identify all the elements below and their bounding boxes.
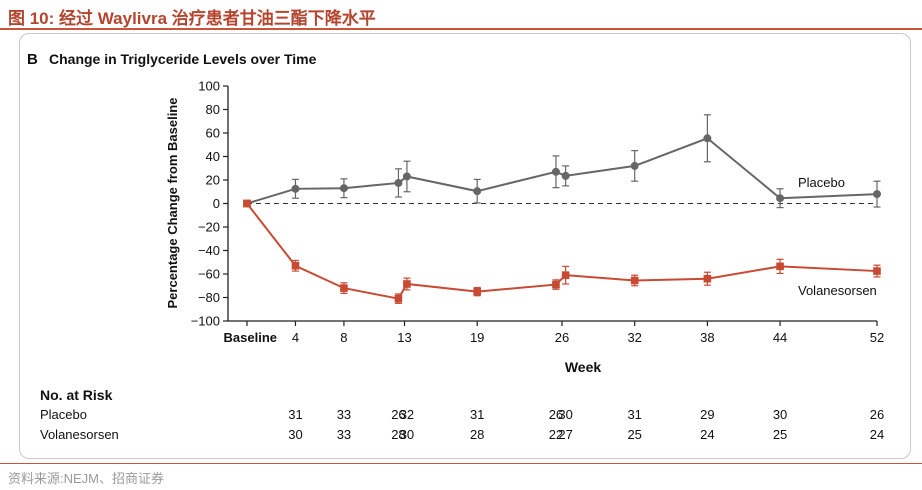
x-tick-label: 26 bbox=[555, 330, 569, 345]
y-tick-label: −40 bbox=[198, 243, 220, 258]
risk-value-placebo: 31 bbox=[288, 407, 302, 422]
risk-value-volanesorsen: 25 bbox=[627, 427, 641, 442]
title-rule bbox=[0, 28, 922, 30]
risk-value-volanesorsen: 27 bbox=[558, 427, 572, 442]
risk-value-placebo: 31 bbox=[470, 407, 484, 422]
data-point-volanesorsen bbox=[243, 199, 251, 208]
data-point-placebo bbox=[473, 187, 482, 196]
risk-value-volanesorsen: 25 bbox=[773, 427, 787, 442]
y-tick-label: −100 bbox=[191, 314, 220, 329]
figure-title: 图 10: 经过 Waylivra 治疗患者甘油三酯下降水平 bbox=[8, 9, 376, 28]
x-tick-label: Baseline bbox=[224, 330, 277, 345]
data-point-placebo bbox=[291, 184, 300, 193]
y-tick-label: 80 bbox=[206, 102, 220, 117]
y-tick-label: −60 bbox=[198, 267, 220, 282]
risk-value-placebo: 26 bbox=[391, 407, 405, 422]
series-line-placebo bbox=[246, 137, 878, 205]
data-point-volanesorsen bbox=[473, 287, 481, 296]
x-tick-label: 44 bbox=[773, 330, 787, 345]
y-axis-label: Percentage Change from Baseline bbox=[165, 98, 180, 309]
data-point-placebo bbox=[394, 178, 403, 187]
data-point-placebo bbox=[402, 172, 411, 181]
x-tick-label: 8 bbox=[340, 330, 347, 345]
data-point-volanesorsen bbox=[630, 276, 639, 285]
plot-area: 100 80 60 40 20 0 −20 −40 −60 −80 −100 Baseline 4 8 13… bbox=[191, 79, 885, 346]
y-tick-label: 60 bbox=[206, 126, 220, 141]
risk-value-placebo: 31 bbox=[627, 407, 641, 422]
risk-value-placebo: 30 bbox=[558, 407, 572, 422]
risk-value-volanesorsen: 28 bbox=[391, 427, 405, 442]
x-tick-label: 52 bbox=[870, 330, 884, 345]
x-tick-label: 13 bbox=[397, 330, 411, 345]
risk-value-placebo: 33 bbox=[337, 407, 351, 422]
risk-value-placebo: 32 bbox=[400, 407, 414, 422]
x-axis-label: Week bbox=[565, 359, 602, 375]
data-point-volanesorsen bbox=[291, 261, 300, 270]
risk-value-volanesorsen: 30 bbox=[400, 427, 414, 442]
risk-value-volanesorsen: 22 bbox=[549, 427, 563, 442]
y-tick-label: 20 bbox=[206, 173, 220, 188]
risk-row-label-placebo: Placebo bbox=[40, 407, 87, 422]
data-point-placebo bbox=[873, 190, 881, 199]
y-tick-label: 100 bbox=[198, 79, 220, 94]
series-label-volanesorsen: Volanesorsen bbox=[798, 283, 877, 298]
risk-value-volanesorsen: 24 bbox=[700, 427, 714, 442]
data-point-volanesorsen bbox=[394, 294, 403, 303]
data-point-placebo bbox=[339, 184, 348, 193]
series-label-placebo: Placebo bbox=[798, 175, 845, 190]
x-tick-label: 19 bbox=[470, 330, 484, 345]
risk-value-placebo: 30 bbox=[773, 407, 787, 422]
data-point-volanesorsen bbox=[776, 262, 784, 271]
y-tick-label: 0 bbox=[213, 196, 220, 211]
y-tick-label: −20 bbox=[198, 220, 220, 235]
x-tick-label: 38 bbox=[700, 330, 714, 345]
data-point-volanesorsen bbox=[340, 284, 348, 292]
risk-value-volanesorsen: 24 bbox=[870, 427, 884, 442]
data-point-placebo bbox=[776, 194, 785, 203]
risk-value-volanesorsen: 33 bbox=[337, 427, 351, 442]
y-tick-label: 40 bbox=[206, 149, 220, 164]
data-point-placebo bbox=[630, 161, 639, 170]
data-point-placebo bbox=[551, 167, 560, 176]
risk-value-volanesorsen: 30 bbox=[288, 427, 302, 442]
data-point-volanesorsen bbox=[403, 280, 411, 288]
footer-rule bbox=[0, 463, 922, 464]
y-tick-label: −80 bbox=[198, 290, 220, 305]
series-line-volanesorsen bbox=[246, 202, 878, 300]
panel-label: B bbox=[27, 51, 38, 68]
risk-table-header: No. at Risk bbox=[40, 387, 113, 403]
data-point-volanesorsen bbox=[703, 274, 712, 283]
source-note: 资料来源:NEJM、招商证券 bbox=[8, 471, 165, 486]
data-point-placebo bbox=[703, 134, 712, 143]
chart-title: Change in Triglyceride Levels over Time bbox=[49, 51, 317, 67]
risk-value-placebo: 26 bbox=[870, 407, 884, 422]
risk-value-volanesorsen: 28 bbox=[470, 427, 484, 442]
risk-value-placebo: 26 bbox=[549, 407, 563, 422]
data-point-volanesorsen bbox=[561, 271, 570, 279]
data-point-volanesorsen bbox=[873, 267, 881, 275]
x-tick-label: 4 bbox=[292, 330, 299, 345]
data-point-placebo bbox=[561, 171, 570, 180]
x-tick-label: 32 bbox=[627, 330, 641, 345]
risk-value-placebo: 29 bbox=[700, 407, 714, 422]
risk-row-label-volanesorsen: Volanesorsen bbox=[40, 427, 119, 442]
data-point-volanesorsen bbox=[552, 280, 560, 289]
chart-frame bbox=[19, 33, 911, 459]
